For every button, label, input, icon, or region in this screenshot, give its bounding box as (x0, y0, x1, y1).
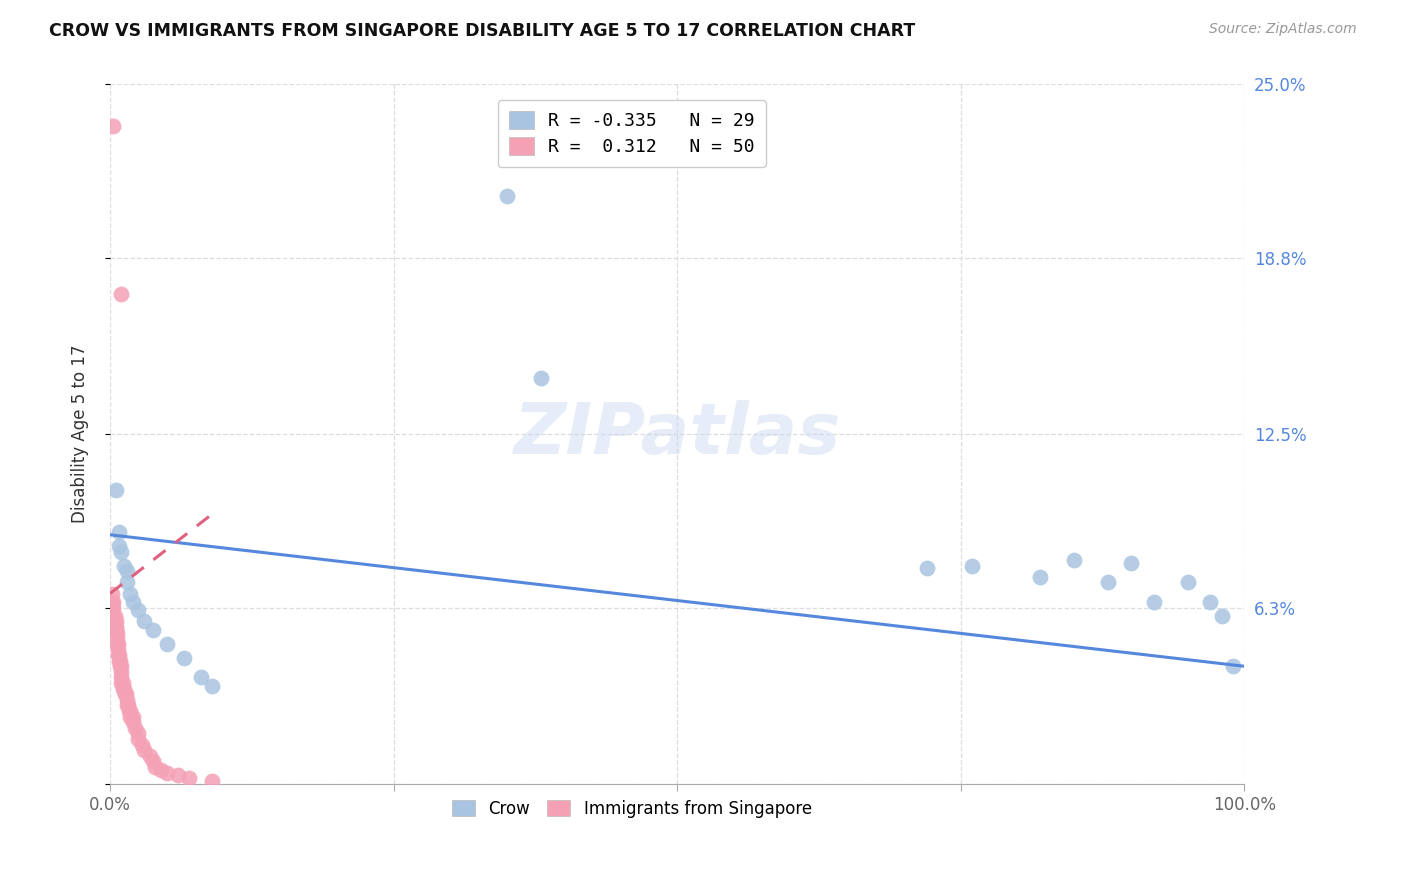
Point (104, 620, 127, 634)
Point (110, 654, 132, 668)
Point (1097, 575, 1119, 590)
Point (179, 771, 201, 785)
Point (156, 637, 179, 651)
Point (115, 575, 138, 590)
Point (1199, 595, 1222, 609)
Point (111, 681, 134, 696)
Point (104, 615, 127, 629)
Text: Source: ZipAtlas.com: Source: ZipAtlas.com (1209, 22, 1357, 37)
Point (108, 654, 131, 668)
Point (142, 623, 165, 637)
Point (1177, 575, 1199, 590)
Point (132, 743, 155, 757)
Point (115, 564, 138, 578)
Point (112, 558, 135, 573)
Point (104, 615, 127, 629)
Point (110, 670, 132, 684)
Text: ZIPatlas: ZIPatlas (513, 400, 841, 468)
Point (101, 586, 124, 600)
Point (108, 648, 131, 662)
Legend: Crow, Immigrants from Singapore: Crow, Immigrants from Singapore (446, 793, 818, 824)
Point (142, 755, 165, 769)
Point (121, 715, 143, 730)
Point (117, 698, 139, 713)
Point (103, 120, 125, 134)
Point (132, 615, 155, 629)
Point (107, 648, 129, 662)
Point (915, 561, 938, 575)
Point (103, 608, 125, 623)
Point (139, 748, 162, 763)
Point (1029, 570, 1052, 584)
Point (104, 623, 127, 637)
Point (1142, 595, 1164, 609)
Point (115, 687, 138, 701)
Point (103, 595, 125, 609)
Point (1222, 659, 1244, 673)
Point (145, 760, 167, 774)
Point (101, 595, 124, 609)
Point (167, 768, 190, 782)
Point (190, 670, 212, 684)
Point (156, 765, 179, 780)
Point (110, 544, 132, 558)
Point (131, 738, 153, 752)
Point (530, 371, 553, 385)
Point (127, 603, 149, 617)
Point (112, 681, 135, 696)
Point (110, 659, 132, 673)
Point (1063, 553, 1085, 567)
Point (173, 651, 195, 665)
Point (201, 679, 224, 693)
Point (120, 709, 142, 723)
Point (120, 704, 142, 718)
Point (105, 637, 128, 651)
Point (108, 539, 131, 553)
Point (150, 763, 173, 777)
Point (111, 676, 134, 690)
Y-axis label: Disability Age 5 to 17: Disability Age 5 to 17 (72, 345, 89, 524)
Point (110, 665, 132, 679)
Point (110, 659, 132, 673)
Point (110, 287, 132, 301)
Point (110, 676, 132, 690)
Point (115, 698, 138, 713)
Point (104, 608, 127, 623)
Point (115, 693, 138, 707)
Point (107, 642, 129, 657)
Text: CROW VS IMMIGRANTS FROM SINGAPORE DISABILITY AGE 5 TO 17 CORRELATION CHART: CROW VS IMMIGRANTS FROM SINGAPORE DISABI… (49, 22, 915, 40)
Point (496, 189, 519, 203)
Point (108, 524, 131, 539)
Point (121, 709, 143, 723)
Point (1211, 608, 1233, 623)
Point (114, 687, 136, 701)
Point (105, 625, 128, 640)
Point (127, 731, 149, 746)
Point (104, 483, 127, 497)
Point (1119, 556, 1142, 570)
Point (118, 704, 141, 718)
Point (201, 773, 224, 788)
Point (105, 632, 128, 646)
Point (103, 600, 125, 615)
Point (127, 726, 149, 740)
Point (121, 595, 143, 609)
Point (960, 558, 983, 573)
Point (124, 721, 146, 735)
Point (107, 637, 129, 651)
Point (120, 586, 142, 600)
